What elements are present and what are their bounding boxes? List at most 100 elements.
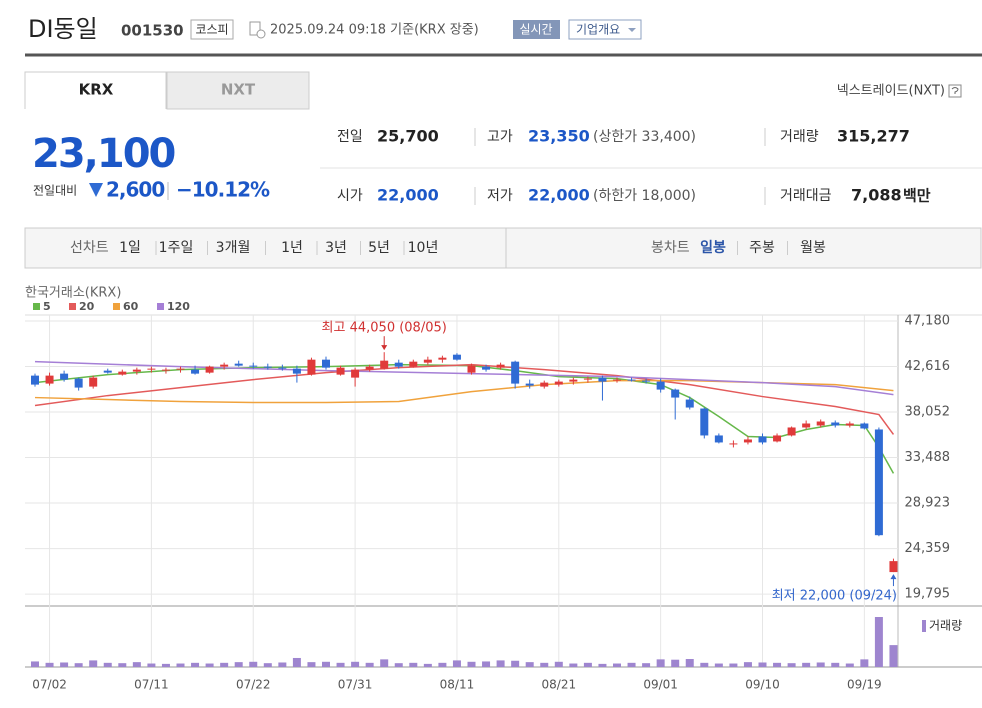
volume-bar bbox=[671, 659, 680, 667]
candle-option[interactable]: 일봉 bbox=[700, 240, 726, 256]
nxt-link[interactable]: 넥스트레이드(NXT) bbox=[837, 84, 945, 99]
candle-body bbox=[292, 368, 301, 374]
overview-label: 기업개요 bbox=[576, 23, 620, 37]
volume-bar bbox=[889, 645, 898, 667]
volume-bar bbox=[496, 660, 505, 667]
time-icon bbox=[249, 21, 266, 39]
y-tick-label: 33,488 bbox=[905, 450, 951, 465]
candle-body bbox=[685, 399, 694, 408]
candle-option[interactable]: 월봉 bbox=[800, 240, 826, 256]
legend-label: 5 bbox=[43, 300, 51, 313]
volume-bar bbox=[758, 662, 767, 667]
candle-body bbox=[540, 382, 549, 387]
tab-nxt[interactable] bbox=[166, 71, 310, 110]
y-tick-label: 28,923 bbox=[905, 496, 951, 511]
tab-krx[interactable] bbox=[24, 71, 167, 109]
x-tick-label: 07/31 bbox=[338, 678, 373, 692]
y-tick-label: 47,180 bbox=[905, 313, 951, 328]
candle-body bbox=[642, 380, 651, 382]
volume-bar bbox=[205, 663, 214, 667]
help-icon[interactable] bbox=[948, 84, 962, 98]
range-option[interactable]: 5년 bbox=[368, 240, 390, 256]
volume-bar bbox=[365, 662, 374, 667]
stat-label: 시가 bbox=[337, 188, 363, 204]
candle-option[interactable]: 주봉 bbox=[749, 240, 775, 256]
candle-body bbox=[554, 381, 563, 385]
candle-body bbox=[714, 435, 723, 443]
chart-source: 한국거래소(KRX) bbox=[25, 286, 121, 301]
volume-bar bbox=[511, 660, 520, 667]
stock-code: 001530 bbox=[121, 22, 184, 40]
range-option[interactable]: 1년 bbox=[281, 240, 303, 256]
candle-body bbox=[452, 354, 461, 360]
volume-bar bbox=[220, 662, 229, 667]
change-percent: −10.12% bbox=[176, 178, 270, 202]
volume-bar bbox=[642, 663, 651, 667]
stat-value: 315,277 bbox=[837, 127, 910, 146]
candle-body bbox=[365, 366, 374, 370]
candle-body bbox=[132, 369, 141, 372]
volume-bar bbox=[874, 617, 883, 667]
stats-separators bbox=[474, 128, 766, 205]
volume-bar bbox=[831, 662, 840, 667]
candle-body bbox=[336, 367, 345, 375]
volume-bar bbox=[103, 662, 112, 667]
range-option[interactable]: 1주일 bbox=[159, 240, 194, 256]
candle-body bbox=[802, 423, 811, 428]
candle-body bbox=[234, 363, 243, 366]
x-tick-label: 09/19 bbox=[847, 678, 882, 692]
candle-body bbox=[511, 361, 520, 384]
volume-bar bbox=[336, 662, 345, 667]
candle-body bbox=[278, 367, 287, 369]
volume-bar bbox=[307, 662, 316, 667]
candle-body bbox=[773, 435, 782, 442]
stat-label: 거래대금 bbox=[780, 188, 832, 204]
volume-legend-swatch bbox=[922, 620, 926, 632]
volume-bar bbox=[613, 663, 621, 667]
legend-label: 20 bbox=[79, 300, 95, 313]
volume-bar bbox=[394, 663, 403, 667]
volume-bar bbox=[525, 662, 534, 667]
candle-body bbox=[394, 362, 403, 367]
overview-button[interactable] bbox=[568, 19, 642, 40]
candle-body bbox=[656, 381, 665, 390]
candle-body bbox=[351, 369, 360, 378]
y-tick-label: 19,795 bbox=[905, 587, 951, 602]
volume-bar bbox=[31, 661, 39, 667]
candle-body bbox=[380, 360, 389, 369]
range-option[interactable]: 3년 bbox=[325, 240, 347, 256]
candle-body bbox=[45, 375, 54, 384]
volume-bar bbox=[467, 661, 476, 667]
line-chart-label: 선차트 bbox=[70, 240, 109, 256]
stat-note: (상한가 33,400) bbox=[593, 129, 696, 145]
volume-bar bbox=[700, 662, 709, 667]
legend-swatch bbox=[69, 303, 76, 310]
legend: 5 20 60 120 bbox=[33, 300, 190, 313]
candle-body bbox=[671, 389, 680, 398]
candle-body bbox=[423, 359, 432, 363]
stock-name: DI동일 bbox=[28, 15, 98, 43]
y-tick-label: 24,359 bbox=[905, 541, 951, 556]
volume-bar bbox=[540, 662, 549, 667]
range-option[interactable]: 10년 bbox=[408, 240, 439, 256]
current-price: 23,100 bbox=[32, 131, 175, 177]
candle-body bbox=[161, 369, 170, 371]
help-icon-glyph bbox=[951, 87, 959, 94]
candle-body bbox=[831, 422, 840, 426]
volume-bar bbox=[322, 661, 330, 667]
volume-bar bbox=[176, 663, 185, 667]
stat-label: 거래량 bbox=[780, 129, 819, 145]
candle-body bbox=[743, 439, 752, 443]
volume-legend-label: 거래량 bbox=[929, 619, 962, 633]
realtime-badge[interactable] bbox=[513, 20, 560, 39]
x-tick-label: 07/22 bbox=[236, 678, 271, 692]
range-option[interactable]: 3개월 bbox=[216, 240, 251, 256]
candle-body bbox=[569, 379, 578, 382]
candle-body bbox=[118, 371, 127, 375]
volume-bar bbox=[773, 662, 782, 667]
candle-body bbox=[103, 370, 112, 373]
legend-swatch bbox=[113, 303, 120, 310]
candle-body bbox=[874, 429, 883, 536]
range-option[interactable]: 1일 bbox=[119, 240, 141, 256]
volume-bar bbox=[583, 662, 592, 667]
